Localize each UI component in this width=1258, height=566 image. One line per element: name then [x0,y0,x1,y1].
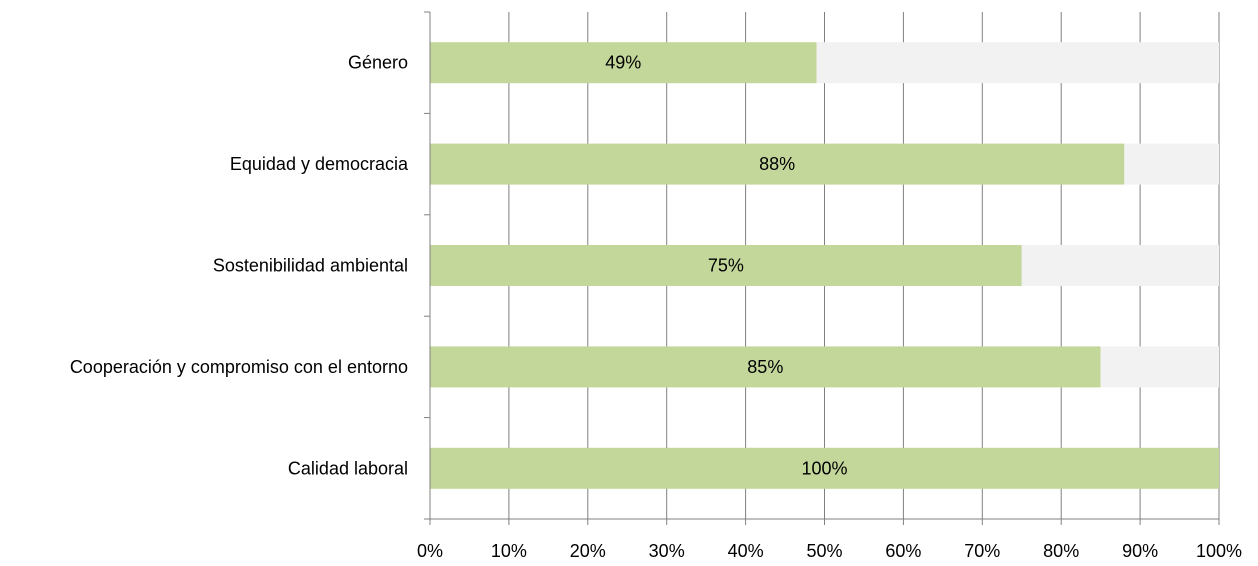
data-label: 100% [801,458,847,478]
bar-remainder [1124,143,1219,185]
x-tick-label: 100% [1196,541,1242,561]
category-label: Sostenibilidad ambiental [213,256,408,276]
bar-value [430,245,1022,286]
x-tick-label: 20% [570,541,606,561]
category-label: Equidad y democracia [230,154,409,174]
bar-remainder [1100,346,1219,388]
x-tick-label: 40% [728,541,764,561]
bar-value [430,42,817,84]
category-label: Cooperación y compromiso con el entorno [70,357,408,377]
bar-value [430,447,1219,489]
bar-remainder [816,42,1219,84]
bar-remainder [1021,245,1219,286]
x-tick-label: 0% [417,541,443,561]
x-tick-label: 10% [491,541,527,561]
x-tick-label: 60% [885,541,921,561]
x-tick-label: 80% [1043,541,1079,561]
data-label: 75% [708,256,744,276]
bar-value [430,346,1101,388]
data-label: 49% [605,53,641,73]
bars [430,42,1219,489]
category-label: Género [348,53,408,73]
axes [424,11,1220,525]
data-label: 88% [759,154,795,174]
labels: 0% 10% 20% 30% 40% 50% 60% 70% 80% 90% 100% Género 4… [70,53,1242,561]
x-tick-label: 90% [1122,541,1158,561]
category-label: Calidad laboral [288,458,408,478]
data-label: 85% [747,357,783,377]
x-tick-label: 70% [964,541,1000,561]
x-tick-label: 30% [649,541,685,561]
x-tick-label: 50% [806,541,842,561]
bar-value [430,143,1125,185]
